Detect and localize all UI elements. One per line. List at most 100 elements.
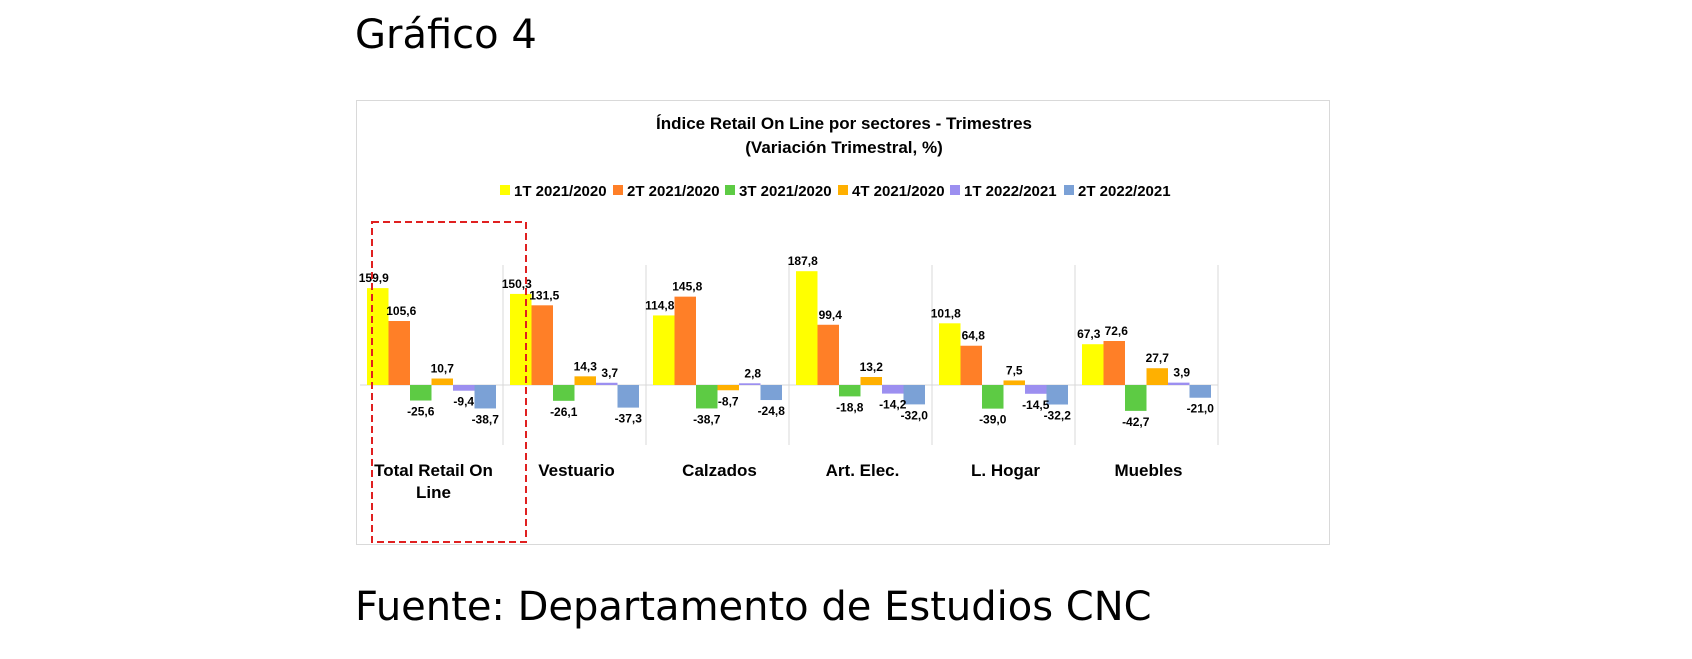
bar — [739, 383, 761, 385]
legend-swatch — [500, 185, 510, 195]
data-label: 7,5 — [1006, 363, 1023, 377]
bar — [1146, 368, 1168, 385]
bar — [760, 385, 782, 401]
data-label: 159,9 — [359, 271, 389, 285]
legend-label: 2T 2021/2020 — [627, 183, 720, 200]
data-label: -39,0 — [979, 413, 1007, 427]
legend-swatch — [838, 185, 848, 195]
bar — [817, 324, 839, 385]
data-label: 72,6 — [1105, 324, 1129, 338]
data-label: -32,2 — [1044, 409, 1072, 423]
bar — [1125, 385, 1147, 411]
legend-label: 1T 2022/2021 — [964, 183, 1057, 200]
data-label: -14,2 — [879, 398, 907, 412]
legend-label: 3T 2021/2020 — [739, 183, 832, 200]
bar — [431, 378, 453, 385]
data-label: 105,6 — [386, 304, 416, 318]
bar — [617, 385, 639, 408]
bar — [388, 321, 410, 385]
data-label: -18,8 — [836, 400, 864, 414]
bar — [1189, 385, 1211, 398]
category-label: Calzados — [682, 461, 757, 480]
bar — [960, 345, 982, 385]
bar — [1003, 380, 1025, 385]
bar — [474, 385, 496, 409]
data-label: 187,8 — [788, 254, 818, 268]
data-label: -37,3 — [615, 412, 643, 426]
data-label: -38,7 — [472, 412, 500, 426]
data-label: 3,7 — [601, 366, 618, 380]
legend-swatch — [950, 185, 960, 195]
bar — [903, 385, 925, 405]
data-label: 2,8 — [744, 366, 761, 380]
data-label: 10,7 — [431, 362, 455, 376]
bar — [882, 385, 904, 394]
data-label: 3,9 — [1173, 366, 1190, 380]
data-label: 99,4 — [819, 308, 843, 322]
legend-label: 4T 2021/2020 — [852, 183, 945, 200]
bar — [939, 323, 961, 385]
page-heading: Gráfico 4 — [355, 12, 537, 58]
data-label: -38,7 — [693, 412, 721, 426]
legend-swatch — [613, 185, 623, 195]
data-label: -25,6 — [407, 405, 435, 419]
bar — [1103, 341, 1125, 385]
data-label: -24,8 — [758, 404, 786, 418]
bar — [553, 385, 575, 401]
bar — [1082, 344, 1104, 385]
data-label: -32,0 — [901, 408, 929, 422]
category-label: Total Retail On — [374, 461, 493, 480]
bar — [839, 385, 861, 397]
data-label: -9,4 — [453, 395, 474, 409]
data-label: 14,3 — [574, 359, 598, 373]
data-label: -42,7 — [1122, 415, 1150, 429]
legend: 1T 2021/2020 2T 2021/2020 3T 2021/2020 4T 2… — [500, 183, 1171, 200]
bar — [367, 288, 389, 385]
bar — [1025, 385, 1047, 394]
legend-swatch — [1064, 185, 1074, 195]
bar — [696, 385, 718, 409]
data-label: 13,2 — [860, 360, 884, 374]
bar — [674, 296, 696, 385]
legend-label: 1T 2021/2020 — [514, 183, 607, 200]
bar — [410, 385, 432, 401]
bar — [653, 315, 675, 385]
data-label: 131,5 — [529, 288, 559, 302]
data-label: 27,7 — [1146, 351, 1170, 365]
data-label: -26,1 — [550, 405, 578, 419]
bar — [574, 376, 596, 385]
bar — [1168, 382, 1190, 385]
legend-swatch — [725, 185, 735, 195]
data-label: -8,7 — [718, 394, 739, 408]
bar — [531, 305, 553, 385]
bar — [717, 385, 739, 391]
category-label: Vestuario — [538, 461, 615, 480]
category-label: Line — [416, 483, 451, 502]
bars-layer — [367, 271, 1211, 411]
data-label: 101,8 — [931, 306, 961, 320]
data-label: -21,0 — [1187, 402, 1215, 416]
chart-panel: 159,9 105,6 -25,6 10,7 -9,4 -38,7 150,3 131,5 -2… — [356, 100, 1330, 545]
category-separators — [502, 265, 1219, 445]
bar — [596, 382, 618, 385]
data-label: -14,5 — [1022, 398, 1050, 412]
data-label: 64,8 — [962, 329, 986, 343]
data-label: 150,3 — [502, 277, 532, 291]
category-label: Art. Elec. — [826, 461, 900, 480]
category-label: Muebles — [1114, 461, 1182, 480]
bar — [510, 293, 532, 385]
bar — [453, 385, 475, 391]
data-label: 145,8 — [672, 280, 702, 294]
category-labels-layer: Total Retail On Line Vestuario Calzados Art.… — [374, 461, 1182, 502]
category-label: L. Hogar — [971, 461, 1040, 480]
data-label: 67,3 — [1077, 327, 1101, 341]
bar — [860, 377, 882, 385]
data-label: 114,8 — [645, 298, 675, 312]
bar — [796, 271, 818, 385]
bar — [982, 385, 1004, 409]
chart-subtitle: (Variación Trimestral, %) — [745, 138, 942, 157]
legend-label: 2T 2022/2021 — [1078, 183, 1171, 200]
chart-title: Índice Retail On Line por sectores - Tri… — [656, 114, 1032, 133]
